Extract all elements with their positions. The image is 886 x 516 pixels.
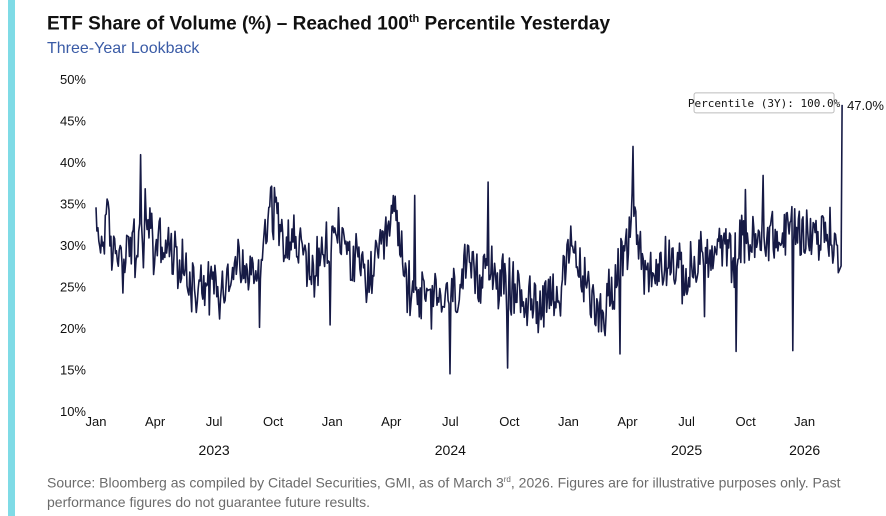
x-tick-label: Oct [499, 414, 520, 429]
x-tick-label: Jan [558, 414, 579, 429]
footnote-text-end: , 2026. Figures are for illustrative pur… [47, 474, 841, 510]
x-tick-label: Jan [794, 414, 815, 429]
y-tick-label: 35% [60, 197, 86, 212]
y-tick-label: 50% [60, 72, 86, 87]
title-text-main: ETF Share of Volume (%) – Reached 100 [47, 13, 409, 35]
y-tick-label: 40% [60, 155, 86, 170]
x-tick-label: Oct [735, 414, 756, 429]
x-tick-label: Oct [263, 414, 284, 429]
year-label: 2024 [435, 442, 466, 458]
year-label: 2026 [789, 442, 820, 458]
y-tick-label: 10% [60, 404, 86, 419]
annotations: Percentile (3Y): 100.0% 47.0% [688, 92, 884, 114]
percentile-annotation-box [693, 92, 835, 114]
x-tick-label: Apr [381, 414, 402, 429]
y-axis: 10% 15% 20% 25% 30% 35% 40% 45% 50% [60, 72, 86, 419]
x-tick-label: Apr [145, 414, 166, 429]
y-tick-label: 45% [60, 114, 86, 129]
y-tick-label: 30% [60, 238, 86, 253]
x-tick-label: Jul [678, 414, 695, 429]
year-label: 2023 [199, 442, 230, 458]
x-axis: Jan Apr Jul Oct Jan Apr Jul Oct Jan Apr Jul Oct Jan [86, 414, 816, 429]
etf-share-series-line [95, 104, 843, 375]
chart-title: ETF Share of Volume (%) – Reached 100th … [47, 13, 610, 35]
last-value-label: 47.0% [847, 98, 884, 113]
x-tick-label: Jul [206, 414, 223, 429]
accent-bar [8, 0, 15, 516]
x-tick-label: Jan [322, 414, 343, 429]
etf-share-line-chart: 10% 15% 20% 25% 30% 35% 40% 45% 50% Jan Apr Jul Oct… [60, 72, 884, 458]
title-superscript: th [408, 13, 420, 25]
year-label: 2025 [671, 442, 702, 458]
footnote-superscript: rd [503, 475, 511, 484]
source-footnote: Source: Bloomberg as compiled by Citadel… [47, 470, 867, 512]
y-tick-label: 15% [60, 363, 86, 378]
percentile-annotation-label: Percentile (3Y): 100.0% [688, 97, 841, 110]
x-tick-label: Apr [617, 414, 638, 429]
year-labels: 2023 2024 2025 2026 [199, 442, 821, 458]
x-tick-label: Jul [442, 414, 459, 429]
y-tick-label: 20% [60, 321, 86, 336]
x-tick-label: Jan [86, 414, 107, 429]
chart-subtitle: Three-Year Lookback [47, 40, 200, 57]
y-tick-label: 25% [60, 280, 86, 295]
footnote-text-main: Source: Bloomberg as compiled by Citadel… [47, 474, 504, 491]
title-text-end: Percentile Yesterday [419, 13, 611, 35]
